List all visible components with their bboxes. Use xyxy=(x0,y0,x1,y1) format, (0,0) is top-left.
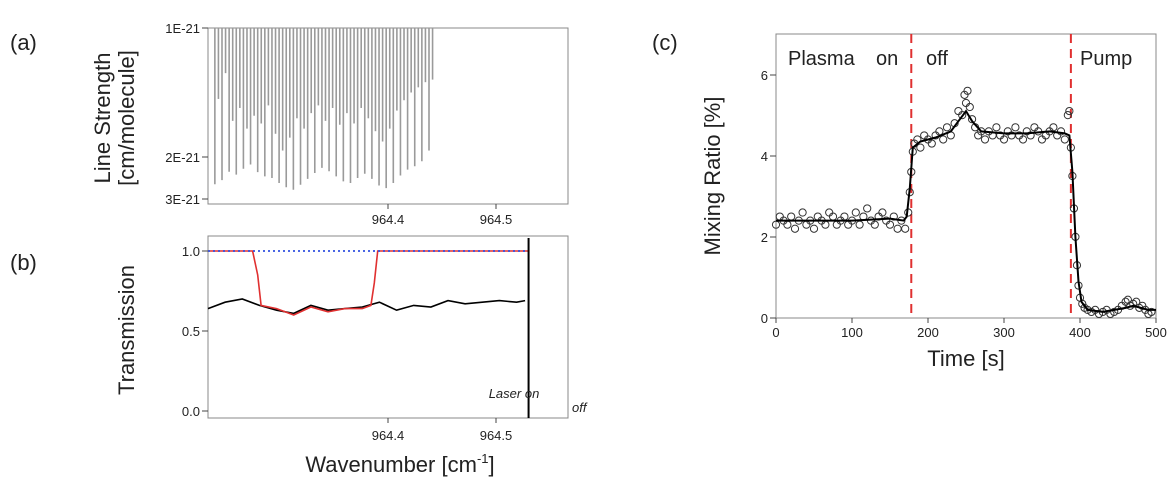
data-point xyxy=(942,123,952,132)
data-point xyxy=(1094,309,1104,319)
data-point xyxy=(967,115,977,124)
panel-c-xlabel: Time [s] xyxy=(927,346,1004,371)
data-point xyxy=(1121,297,1130,306)
panel-a-spectral-lines xyxy=(214,28,434,190)
data-point xyxy=(889,212,898,221)
panel-c-plasma-label: Plasma xyxy=(788,48,856,70)
panel-b-ytick-label: 1.0 xyxy=(182,244,200,259)
data-point xyxy=(1087,307,1096,317)
panel-b-ylabel: Transmission xyxy=(114,265,139,395)
panel-b-xtick-label: 964.4 xyxy=(372,428,405,443)
panel-c-ytick-label: 4 xyxy=(761,149,768,164)
panel-b-laser-on-label: Laser on xyxy=(489,386,540,401)
panel-c-ytick-label: 0 xyxy=(761,311,768,326)
panel-c-xtick-label: 500 xyxy=(1145,325,1167,340)
data-point xyxy=(1026,131,1035,140)
data-point xyxy=(980,135,990,144)
data-point xyxy=(1065,106,1074,116)
data-point xyxy=(1056,127,1066,136)
panel-c: (c) Mixing Ratio [%] Plasma on off Pump … xyxy=(652,30,1167,371)
panel-b-series xyxy=(207,250,529,316)
panel-b-xlabel: Wavenumber [cm-1] xyxy=(305,451,494,477)
panel-b-xtick-label: 964.5 xyxy=(480,428,513,443)
panel-c-xtick-label: 400 xyxy=(1069,325,1091,340)
data-point xyxy=(958,111,967,120)
data-point xyxy=(965,102,974,112)
panel-c-label: (c) xyxy=(652,30,678,55)
panel-c-data-points xyxy=(771,86,1156,319)
data-point xyxy=(1063,111,1072,120)
panel-c-xtick-label: 100 xyxy=(841,325,863,340)
panel-c-ylabel: Mixing Ratio [%] xyxy=(700,97,725,256)
data-point xyxy=(1011,123,1020,132)
panel-c-event-lines xyxy=(910,34,1072,318)
panel-c-ytick-label: 2 xyxy=(761,230,768,245)
panel-b: (b) Transmission Laser on off 1.0 0.5 0.… xyxy=(10,235,588,477)
panel-a-ylabel-line2: [cm/molecule] xyxy=(114,50,139,186)
panel-a-ytick-label: 3E-21 xyxy=(165,192,200,207)
panel-c-pump-label: Pump xyxy=(1080,48,1132,70)
data-point xyxy=(992,123,1001,132)
data-point xyxy=(901,224,910,233)
panel-a-xtick-label: 964.4 xyxy=(372,212,405,227)
data-point xyxy=(893,224,902,233)
panel-c-xtick-label: 0 xyxy=(772,325,779,340)
panel-c-xtick-label: 300 xyxy=(993,325,1015,340)
panel-a-ytick-label: 2E-21 xyxy=(165,150,200,165)
panel-a-label: (a) xyxy=(10,30,37,55)
data-point xyxy=(1018,135,1028,144)
panel-b-ytick-label: 0.5 xyxy=(182,324,200,339)
panel-a: (a) Line Strength [cm/molecule] 1E-21 2E… xyxy=(10,21,569,227)
data-point xyxy=(939,135,948,144)
panel-a-ylabel-line1: Line Strength xyxy=(90,53,115,184)
data-point xyxy=(809,224,819,233)
data-point xyxy=(927,139,936,148)
data-point xyxy=(1110,307,1119,317)
data-point xyxy=(885,220,895,229)
data-point xyxy=(1060,135,1069,144)
data-point xyxy=(1147,307,1156,317)
panel-b-series-line-1 xyxy=(208,250,529,316)
panel-b-off-label: off xyxy=(572,400,588,415)
panel-c-xtick-label: 200 xyxy=(917,325,939,340)
panel-c-off-label: off xyxy=(926,48,948,70)
panel-a-ytick-label: 1E-21 xyxy=(165,21,200,36)
panel-c-fit-line xyxy=(776,109,1156,313)
panel-b-ytick-label: 0.0 xyxy=(182,404,200,419)
fit-curve xyxy=(776,109,1156,313)
data-point xyxy=(790,224,800,233)
data-point xyxy=(870,220,879,229)
data-point xyxy=(798,208,807,217)
data-point xyxy=(851,208,860,217)
panel-c-on-label: on xyxy=(876,48,898,70)
panel-a-xtick-label: 964.5 xyxy=(480,212,513,227)
panel-c-frame xyxy=(775,33,1157,319)
data-point xyxy=(863,204,872,213)
data-point xyxy=(878,208,887,217)
data-point xyxy=(999,135,1009,144)
data-point xyxy=(855,220,864,229)
data-point xyxy=(916,143,925,152)
panel-b-label: (b) xyxy=(10,250,37,275)
data-point xyxy=(787,212,796,221)
data-point xyxy=(963,86,972,95)
data-point xyxy=(1078,299,1087,308)
panel-c-ytick-label: 6 xyxy=(761,68,768,83)
